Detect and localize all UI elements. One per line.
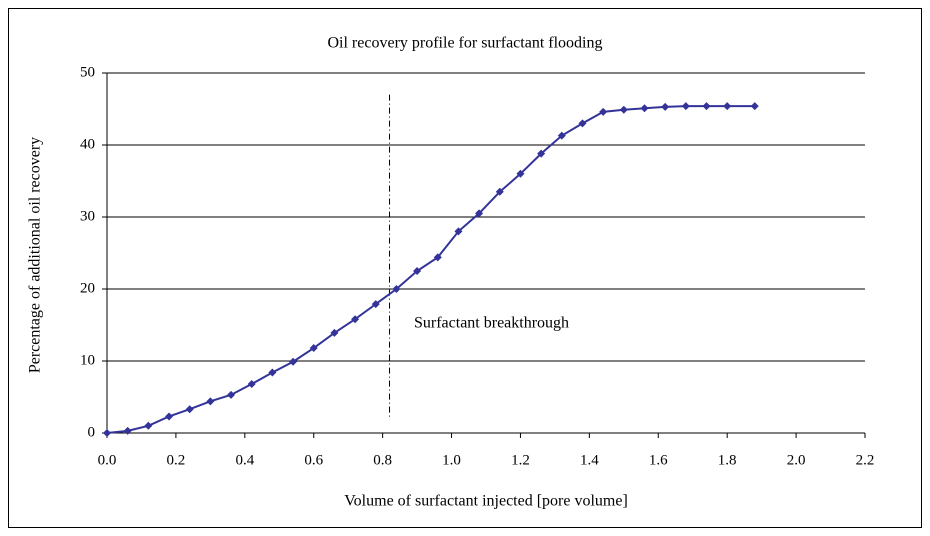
y-tick-label: 0 xyxy=(88,424,96,440)
data-point xyxy=(206,397,215,406)
x-tick-label: 1.6 xyxy=(649,452,668,468)
data-point xyxy=(681,102,690,111)
x-tick-label: 1.2 xyxy=(511,452,530,468)
data-point xyxy=(227,390,236,399)
data-point xyxy=(750,102,759,111)
data-point xyxy=(619,105,628,114)
y-axis-label: Percentage of additional oil recovery xyxy=(27,137,44,373)
y-tick-label: 30 xyxy=(80,208,95,224)
data-point xyxy=(475,209,484,218)
x-tick-label: 1.8 xyxy=(718,452,737,468)
x-axis-label: Volume of surfactant injected [pore volu… xyxy=(344,493,628,510)
x-tick-label: 0.6 xyxy=(304,452,323,468)
data-point xyxy=(371,300,380,309)
data-point xyxy=(516,169,525,178)
x-tick-label: 0.4 xyxy=(235,452,254,468)
data-point xyxy=(495,187,504,196)
x-tick-label: 0.0 xyxy=(98,452,117,468)
x-tick-label: 1.0 xyxy=(442,452,461,468)
data-point xyxy=(144,421,153,430)
data-point xyxy=(351,315,360,324)
chart-title: Oil recovery profile for surfactant floo… xyxy=(327,35,602,52)
annotation: Surfactant breakthrough xyxy=(414,315,569,332)
data-point xyxy=(661,102,670,111)
y-tick-label: 40 xyxy=(80,136,95,152)
data-point xyxy=(537,149,546,158)
data-point xyxy=(392,285,401,293)
x-tick-label: 2.0 xyxy=(787,452,806,468)
data-point xyxy=(247,380,256,389)
data-point xyxy=(557,131,566,140)
data-point xyxy=(723,102,732,111)
y-tick-label: 50 xyxy=(80,64,95,80)
data-point xyxy=(309,344,318,353)
data-point xyxy=(454,227,463,236)
chart-frame xyxy=(8,8,922,528)
x-tick-label: 1.4 xyxy=(580,452,599,468)
data-point xyxy=(702,102,711,111)
data-point xyxy=(599,107,608,116)
data-point xyxy=(413,267,422,275)
data-point xyxy=(165,412,174,421)
data-point xyxy=(578,119,587,128)
y-tick-label: 20 xyxy=(80,280,95,296)
data-point xyxy=(103,429,111,437)
data-point xyxy=(185,405,194,414)
x-tick-label: 0.8 xyxy=(373,452,392,468)
x-tick-label: 0.2 xyxy=(167,452,186,468)
data-point xyxy=(289,357,298,366)
x-tick-label: 2.2 xyxy=(856,452,875,468)
data-point xyxy=(330,328,339,337)
data-point xyxy=(433,253,442,262)
data-point xyxy=(640,104,649,113)
data-point xyxy=(268,368,277,377)
data-point xyxy=(123,426,132,435)
y-tick-label: 10 xyxy=(80,352,95,368)
